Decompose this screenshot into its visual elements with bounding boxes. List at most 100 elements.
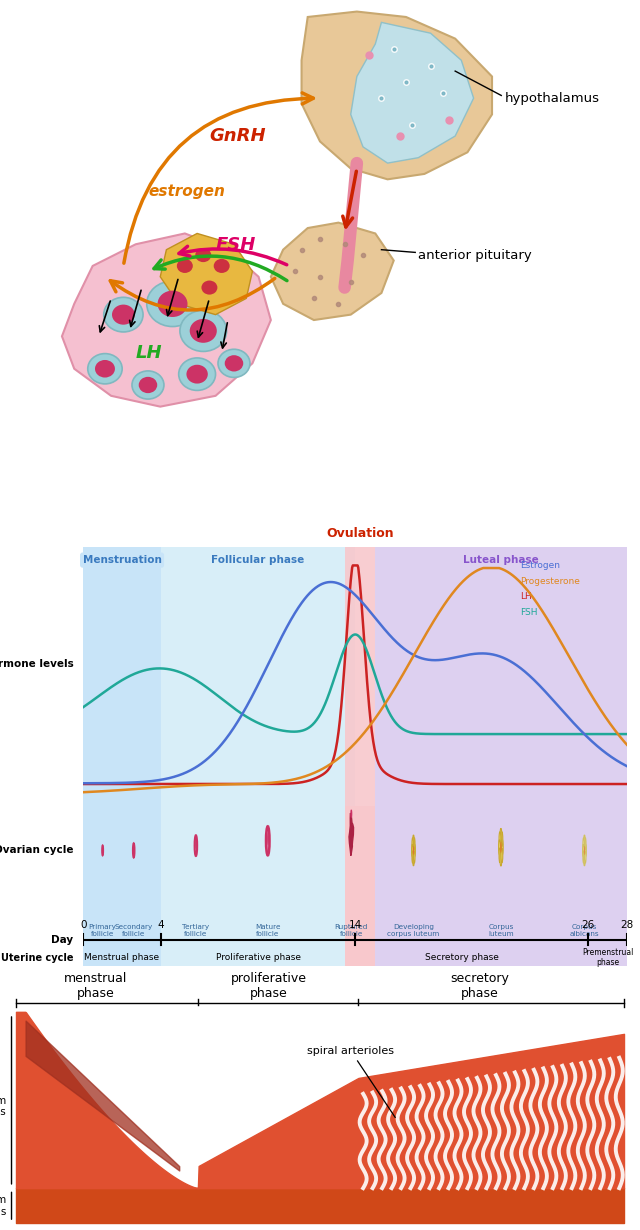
- Ellipse shape: [499, 847, 501, 862]
- Circle shape: [413, 846, 414, 855]
- Ellipse shape: [501, 840, 503, 855]
- Ellipse shape: [412, 838, 413, 850]
- Text: Day: Day: [51, 935, 74, 945]
- Ellipse shape: [499, 831, 501, 846]
- Text: Uterine cycle: Uterine cycle: [1, 952, 74, 963]
- Ellipse shape: [584, 835, 585, 847]
- Text: secretory
phase: secretory phase: [451, 972, 509, 1000]
- Text: Secondary
follicle: Secondary follicle: [115, 924, 153, 937]
- Text: 14: 14: [349, 920, 362, 930]
- Text: Ruptured
follicle: Ruptured follicle: [335, 924, 368, 937]
- Ellipse shape: [584, 838, 586, 850]
- Bar: [374, 806, 627, 966]
- Text: hypothalamus: hypothalamus: [504, 92, 599, 105]
- Ellipse shape: [583, 851, 584, 863]
- Bar: [161, 806, 355, 966]
- Polygon shape: [301, 11, 492, 180]
- Polygon shape: [351, 22, 474, 164]
- Text: Tertiary
follicle: Tertiary follicle: [182, 924, 209, 937]
- Text: Corpus
luteum: Corpus luteum: [488, 924, 514, 937]
- Text: 4: 4: [157, 920, 164, 930]
- Bar: [346, 547, 374, 806]
- Text: Corpus
albicans: Corpus albicans: [570, 924, 599, 937]
- Text: Primary
follicle: Primary follicle: [89, 924, 116, 937]
- Ellipse shape: [583, 838, 584, 850]
- Text: Menstruation: Menstruation: [83, 555, 161, 565]
- Bar: [161, 547, 355, 806]
- Ellipse shape: [584, 851, 586, 863]
- Circle shape: [218, 349, 250, 378]
- Ellipse shape: [501, 847, 503, 862]
- Text: LH: LH: [520, 592, 532, 601]
- Polygon shape: [62, 234, 271, 407]
- Text: Luteal phase: Luteal phase: [463, 555, 539, 565]
- Ellipse shape: [413, 838, 415, 850]
- Text: Estrogen: Estrogen: [520, 561, 561, 569]
- Text: Progesterone: Progesterone: [520, 577, 580, 585]
- Circle shape: [195, 839, 196, 849]
- Text: menstrual
phase: menstrual phase: [64, 972, 128, 1000]
- Text: Proliferative phase: Proliferative phase: [216, 953, 301, 962]
- Circle shape: [139, 376, 157, 394]
- Circle shape: [147, 282, 198, 326]
- Ellipse shape: [584, 854, 585, 866]
- Circle shape: [195, 248, 211, 262]
- Circle shape: [102, 845, 103, 856]
- Text: stratum
basalis: stratum basalis: [0, 1196, 6, 1216]
- Circle shape: [266, 827, 269, 855]
- Ellipse shape: [585, 844, 586, 856]
- Circle shape: [180, 310, 227, 352]
- Text: 0: 0: [80, 920, 86, 930]
- Text: spiral arterioles: spiral arterioles: [307, 1046, 396, 1118]
- Bar: [83, 806, 161, 966]
- Ellipse shape: [413, 854, 414, 866]
- Bar: [83, 547, 161, 806]
- Circle shape: [133, 843, 134, 857]
- Polygon shape: [271, 223, 394, 320]
- Circle shape: [214, 258, 230, 273]
- Text: Ovulation: Ovulation: [326, 526, 394, 540]
- Circle shape: [132, 371, 164, 399]
- Bar: [346, 806, 374, 966]
- Ellipse shape: [582, 844, 584, 856]
- Circle shape: [88, 353, 122, 384]
- Text: Secretory phase: Secretory phase: [425, 953, 499, 962]
- Text: anterior pituitary: anterior pituitary: [419, 248, 532, 262]
- Text: Mature
follicle: Mature follicle: [255, 924, 280, 937]
- Circle shape: [157, 290, 188, 317]
- Ellipse shape: [499, 840, 500, 855]
- Circle shape: [351, 811, 352, 817]
- Text: Follicular phase: Follicular phase: [211, 555, 305, 565]
- Text: stratum
functionalis: stratum functionalis: [0, 1096, 6, 1117]
- Ellipse shape: [413, 851, 415, 863]
- Text: Developing
corpus luteum: Developing corpus luteum: [387, 924, 440, 937]
- Ellipse shape: [413, 835, 414, 847]
- Text: 28: 28: [621, 920, 634, 930]
- Text: FSH: FSH: [216, 236, 256, 253]
- Circle shape: [500, 841, 502, 852]
- Text: 26: 26: [582, 920, 595, 930]
- Polygon shape: [160, 234, 252, 315]
- Text: Menstrual phase: Menstrual phase: [84, 953, 159, 962]
- Ellipse shape: [500, 851, 502, 866]
- Polygon shape: [349, 813, 353, 856]
- Text: estrogen: estrogen: [148, 183, 225, 198]
- Circle shape: [104, 298, 143, 332]
- Ellipse shape: [501, 831, 503, 846]
- Circle shape: [225, 355, 243, 371]
- Circle shape: [112, 305, 135, 325]
- Bar: [374, 547, 627, 806]
- Circle shape: [584, 846, 585, 855]
- Circle shape: [195, 835, 197, 856]
- Circle shape: [95, 360, 115, 378]
- Circle shape: [177, 258, 193, 273]
- Ellipse shape: [412, 844, 413, 856]
- Text: GnRH: GnRH: [209, 128, 266, 145]
- Text: LH: LH: [136, 344, 163, 362]
- Ellipse shape: [414, 844, 415, 856]
- Circle shape: [179, 358, 216, 390]
- Text: Hormone levels: Hormone levels: [0, 658, 74, 669]
- Text: proliferative
phase: proliferative phase: [231, 972, 307, 1000]
- Circle shape: [268, 833, 269, 845]
- Circle shape: [189, 319, 217, 343]
